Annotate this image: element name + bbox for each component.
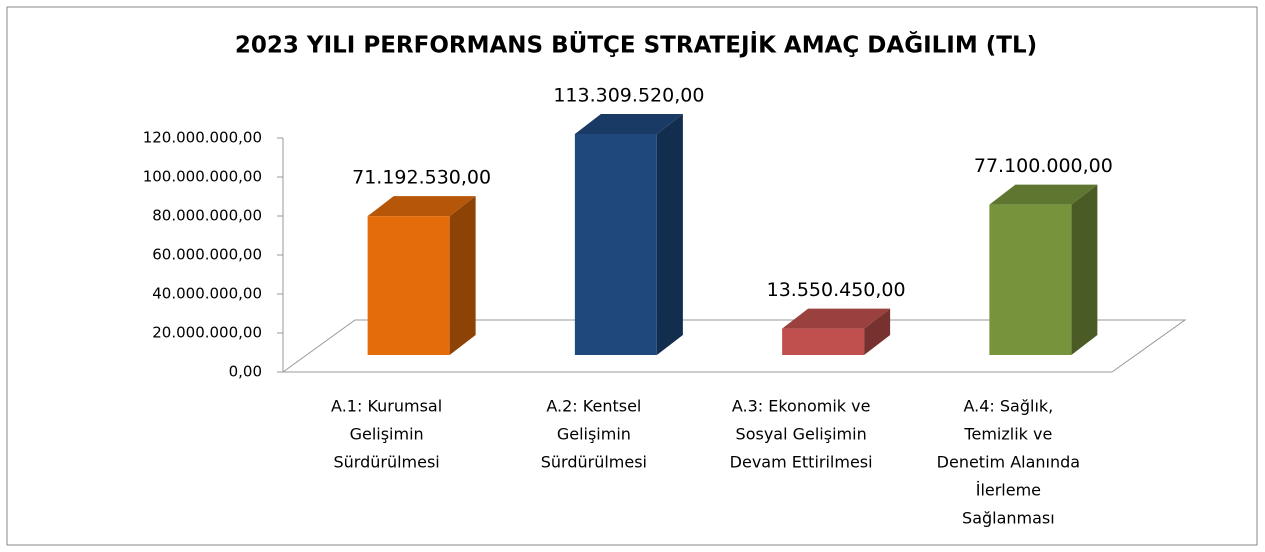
x-tick-label: Temizlik ve	[963, 425, 1052, 444]
bar-front	[367, 216, 450, 355]
y-tick-label: 60.000.000,00	[152, 246, 262, 264]
value-label: 77.100.000,00	[974, 155, 1113, 177]
bar-front	[989, 204, 1072, 355]
value-label: 113.309.520,00	[553, 85, 704, 107]
y-tick-label: 100.000.000,00	[143, 168, 262, 186]
bar	[782, 308, 891, 355]
x-tick-label: İlerleme	[976, 481, 1041, 500]
bar-side	[1071, 184, 1098, 355]
x-tick-label: A.1: Kurumsal	[331, 397, 442, 416]
x-tick-label: Devam Ettirilmesi	[730, 453, 873, 472]
bar	[367, 196, 476, 355]
x-tick-label: Sürdürülmesi	[541, 453, 647, 472]
x-tick-label: A.2: Kentsel	[546, 397, 641, 416]
x-tick-label: Gelişimin	[557, 425, 631, 444]
x-tick-label: A.4: Sağlık,	[963, 397, 1053, 416]
bar-side	[656, 114, 683, 355]
y-tick-label: 80.000.000,00	[152, 207, 262, 225]
x-tick-label: Denetim Alanında	[937, 453, 1080, 472]
y-tick-label: 120.000.000,00	[143, 129, 262, 147]
bar-front	[782, 328, 865, 355]
value-label: 13.550.450,00	[767, 279, 906, 301]
y-tick-label: 40.000.000,00	[152, 285, 262, 303]
x-tick-label: Sosyal Gelişimin	[736, 425, 867, 444]
x-tick-label: Sürdürülmesi	[333, 453, 439, 472]
value-label: 71.192.530,00	[352, 167, 491, 189]
bar-side	[449, 196, 476, 355]
x-tick-label: Sağlanması	[962, 509, 1055, 528]
bar-top	[989, 184, 1098, 205]
bar	[574, 114, 683, 355]
y-tick-label: 20.000.000,00	[152, 324, 262, 342]
bar	[989, 184, 1098, 355]
x-tick-label: A.3: Ekonomik ve	[732, 397, 871, 416]
bar-top	[782, 308, 891, 329]
x-tick-label: Gelişimin	[350, 425, 424, 444]
bar-top	[574, 114, 683, 135]
bar-front	[574, 134, 657, 355]
bar-side	[864, 308, 891, 355]
bar-top	[367, 196, 476, 217]
chart-title: 2023 YILI PERFORMANS BÜTÇE STRATEJİK AMA…	[235, 31, 1037, 59]
y-tick-label: 0,00	[229, 363, 262, 381]
floor	[282, 319, 1187, 373]
